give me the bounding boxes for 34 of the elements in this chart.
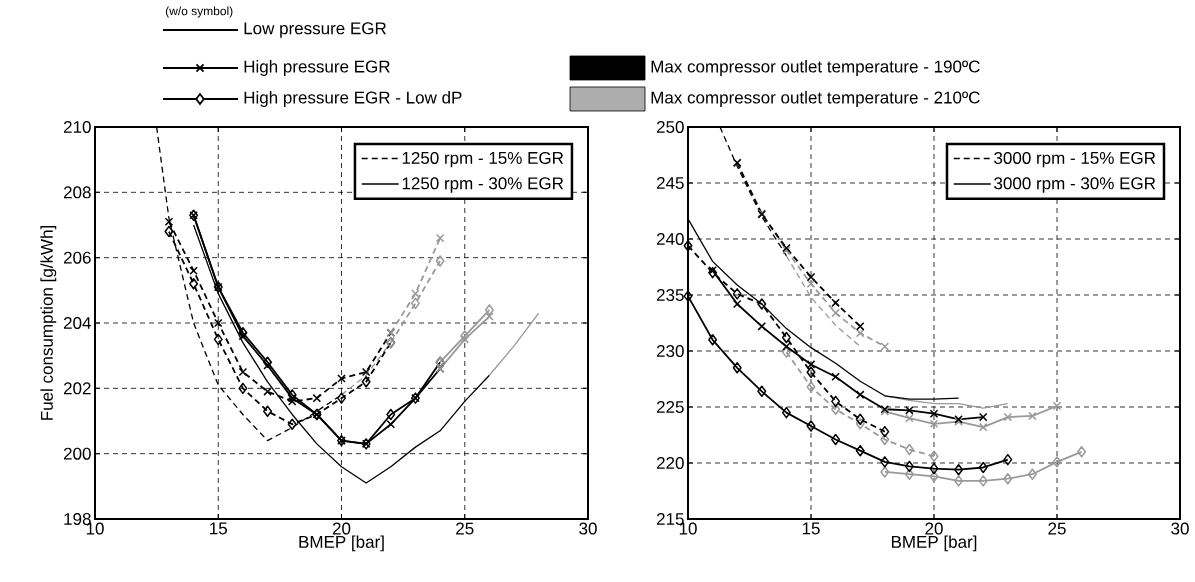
x-tick-label: 25 — [1048, 522, 1066, 535]
x-tick-label: 15 — [210, 522, 227, 535]
y-tick-label: 245 — [656, 176, 684, 190]
text: Low pressure EGR — [244, 22, 387, 38]
y-tick-label: 206 — [63, 251, 91, 264]
y-tick-label: 230 — [656, 344, 684, 358]
legend-label: 1250 rpm - 15% EGR — [402, 151, 564, 168]
legend-label: 3000 rpm - 30% EGR — [994, 177, 1156, 193]
legend-label: 3000 rpm - 15% EGR — [994, 151, 1156, 168]
y-tick-label: 225 — [656, 400, 684, 414]
y-tick-label: 240 — [656, 232, 684, 246]
x-axis-title: BMEP [bar] — [299, 535, 384, 552]
text: Max compressor outlet temperature - 190ºC — [651, 60, 980, 76]
text: High pressure EGR — [244, 60, 390, 76]
text: Max compressor outlet temperature - 210ºC — [651, 91, 980, 107]
x-tick-label: 20 — [925, 522, 943, 535]
x-tick-label: 20 — [332, 522, 351, 535]
x-tick-label: 15 — [802, 522, 820, 535]
x-tick-label: 30 — [579, 522, 597, 535]
x-tick-label: 25 — [456, 522, 474, 535]
y-tick-label: 220 — [656, 456, 684, 470]
y-tick-label: 208 — [63, 186, 91, 199]
y-tick-label: 202 — [63, 382, 91, 395]
text: (w/o symbol) — [165, 6, 233, 18]
y-tick-label: 235 — [656, 288, 684, 302]
x-axis-title: BMEP [bar] — [891, 535, 977, 552]
x-tick-label: 30 — [1171, 522, 1189, 535]
y-tick-label: 204 — [63, 316, 91, 330]
y-tick-label: 200 — [63, 447, 91, 460]
y-axis-title: Fuel consumption [g/kWh] — [40, 225, 57, 420]
y-tick-label: 250 — [656, 120, 684, 134]
legend-label: 1250 rpm - 30% EGR — [402, 177, 564, 193]
text: High pressure EGR - Low dP — [244, 91, 462, 107]
y-tick-label: 210 — [63, 120, 91, 134]
